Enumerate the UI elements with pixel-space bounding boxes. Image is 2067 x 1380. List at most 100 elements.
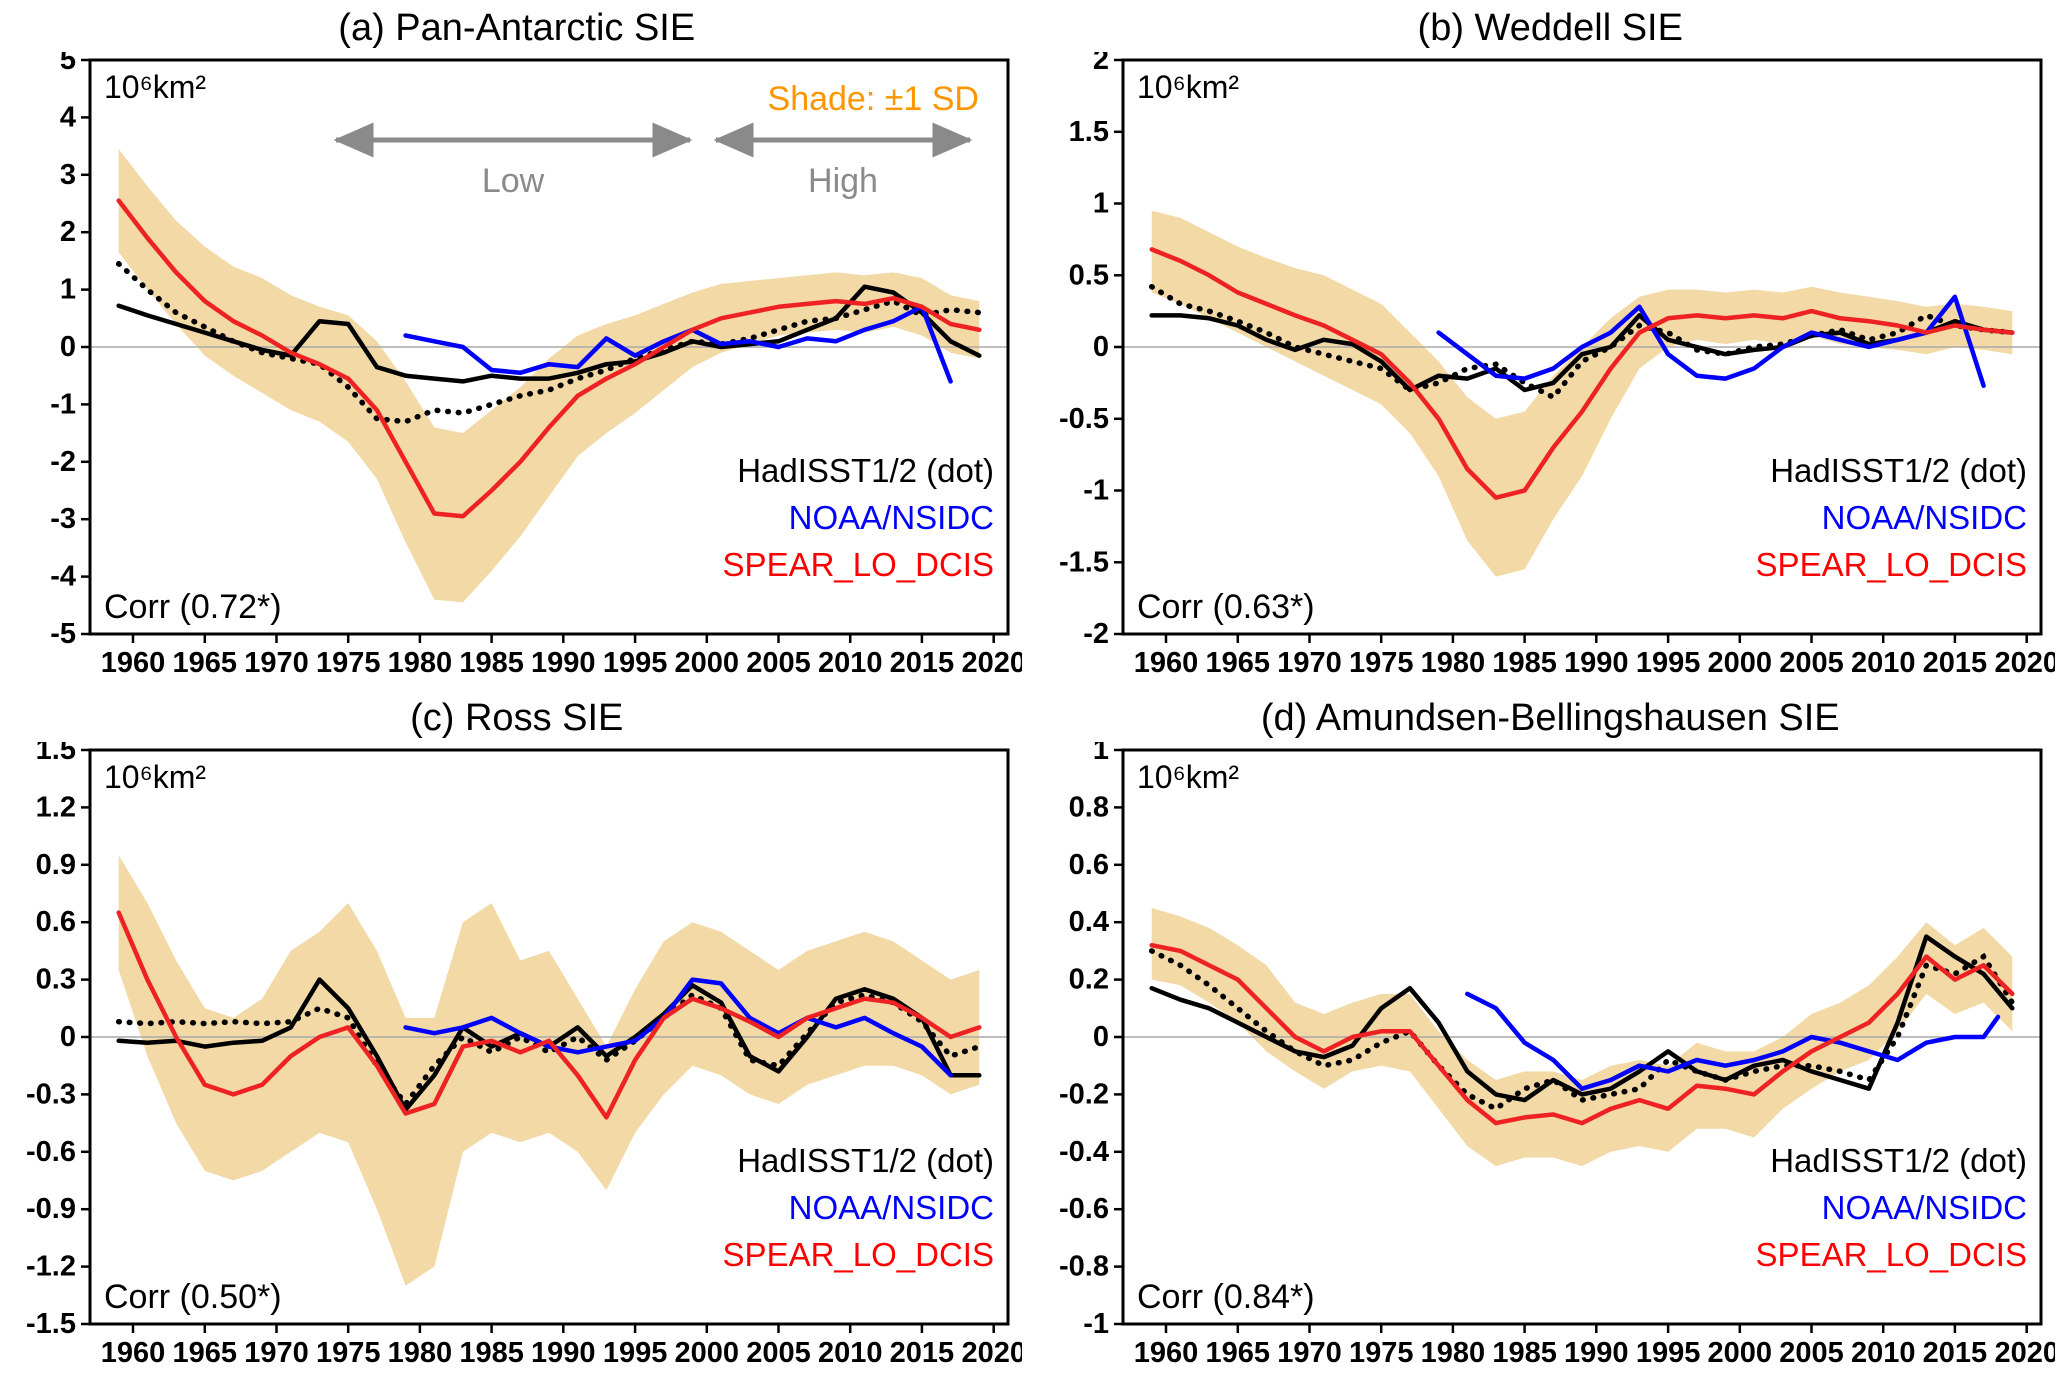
y-tick-label: 0.6 (1069, 849, 1109, 881)
x-tick-label: 2000 (674, 647, 739, 679)
y-axis-unit-label: 10⁶km² (104, 69, 206, 105)
x-tick-label: 1975 (1349, 1337, 1414, 1369)
y-tick-label: -2 (1083, 618, 1109, 650)
y-tick-label: 5 (60, 52, 76, 76)
low-range-label: Low (482, 162, 545, 200)
x-tick-label: 1975 (316, 1337, 381, 1369)
panel-b: (b) Weddell SIE -2 -1.5 -1 -0.5 0 0.5 1 1.5 2 196… (1034, 0, 2067, 690)
x-tick-label: 2015 (1923, 1337, 1988, 1369)
x-tick-label: 2000 (1708, 1337, 1773, 1369)
series-noaa_nsidc (403, 977, 953, 1078)
y-tick-label: -5 (50, 618, 76, 650)
x-tick-label: 1995 (1636, 1337, 1701, 1369)
x-tick-label: 1970 (1277, 1337, 1342, 1369)
x-tick-label: 2010 (1851, 647, 1916, 679)
y-tick-label: -3 (50, 503, 76, 535)
y-tick-label: 0.3 (35, 964, 75, 996)
x-tick-label: 1995 (603, 647, 668, 679)
x-tick-label: 2015 (889, 1337, 954, 1369)
legend-spear-lo-dcis: SPEAR_LO_DCIS (722, 546, 993, 583)
x-tick-label: 2020 (1995, 1337, 2056, 1369)
legend-noaa-nsidc: NOAA/NSIDC (788, 1189, 993, 1226)
x-tick-label: 2005 (1779, 1337, 1844, 1369)
y-tick-label: 2 (60, 216, 76, 248)
x-tick-label: 2020 (1995, 647, 2056, 679)
x-tick-label: 1985 (459, 647, 524, 679)
x-tick-label: 1995 (1636, 647, 1701, 679)
series-spear_lo_dcis (1149, 247, 2015, 500)
legend-hadisst: HadISST1/2 (dot) (1770, 452, 2027, 489)
y-tick-label: 3 (60, 159, 76, 191)
panel-c-title: (c) Ross SIE (410, 697, 624, 739)
series-hadisst1 (116, 284, 982, 384)
x-tick-label: 2000 (1708, 647, 1773, 679)
y-tick-label: 1.5 (1069, 116, 1109, 148)
x-tick-label: 1980 (387, 647, 452, 679)
x-tick-label: 1990 (531, 647, 596, 679)
x-tick-label: 1970 (1277, 647, 1342, 679)
sd-shading (1151, 210, 2013, 577)
x-tick-label: 1975 (1349, 647, 1414, 679)
y-tick-label: -0.9 (26, 1193, 76, 1225)
legend-spear-lo-dcis: SPEAR_LO_DCIS (1756, 546, 2027, 583)
series-spear_lo_dcis (1149, 942, 2015, 1126)
y-tick-label: -0.8 (1059, 1251, 1109, 1283)
corr-label: Corr (0.84*) (1137, 1278, 1315, 1316)
y-tick-label: -2 (50, 446, 76, 478)
chart-layer: -1.5 -1.2 -0.9 -0.6 -0.3 0 0.3 0.6 0.9 1.2 1.5 1960… (26, 742, 1022, 1369)
x-tick-label: 2015 (1923, 647, 1988, 679)
series-spear_lo_dcis (116, 910, 982, 1120)
corr-label: Corr (0.72*) (104, 588, 282, 626)
legend-hadisst: HadISST1/2 (dot) (737, 1142, 994, 1179)
x-tick-label: 1975 (316, 647, 381, 679)
legend-hadisst: HadISST1/2 (dot) (737, 452, 994, 489)
y-tick-label: 1.5 (35, 742, 75, 766)
y-tick-label: 0 (60, 331, 76, 363)
x-tick-label: 2010 (1851, 1337, 1916, 1369)
series-spear_lo_dcis (116, 198, 982, 519)
panel-a-title: (a) Pan-Antarctic SIE (338, 7, 696, 49)
sd-shading (118, 855, 980, 1286)
series-noaa_nsidc (1465, 991, 2001, 1091)
panel-a: (a) Pan-Antarctic SIE -5 -4 -3 -2 -1 0 1 2 3 4 5 19… (0, 0, 1034, 690)
x-tick-label: 1980 (1421, 1337, 1486, 1369)
y-tick-label: -0.6 (1059, 1193, 1109, 1225)
y-tick-label: 0.8 (1069, 791, 1109, 823)
y-tick-label: -1 (1083, 1308, 1109, 1340)
legend-noaa-nsidc: NOAA/NSIDC (788, 499, 993, 536)
x-tick-label: 1985 (1493, 647, 1558, 679)
x-tick-label: 2020 (961, 1337, 1022, 1369)
y-tick-label: -0.2 (1059, 1078, 1109, 1110)
y-axis-unit-label: 10⁶km² (104, 759, 206, 795)
y-tick-label: 0.2 (1069, 964, 1109, 996)
x-tick-label: 2020 (961, 647, 1022, 679)
panel-c: (c) Ross SIE -1.5 -1.2 -0.9 -0.6 -0.3 0 0.3 0.6… (0, 690, 1034, 1380)
panel-d: (d) Amundsen-Bellingshausen SIE -1 -0.8 -0… (1034, 690, 2067, 1380)
y-tick-label: -0.5 (1059, 403, 1109, 435)
y-tick-label: -4 (50, 561, 76, 593)
y-axis-unit-label: 10⁶km² (1137, 69, 1239, 105)
x-tick-label: 1985 (459, 1337, 524, 1369)
y-tick-label: 0.5 (1069, 259, 1109, 291)
y-tick-label: 0 (1093, 331, 1109, 363)
legend-noaa-nsidc: NOAA/NSIDC (1822, 499, 2027, 536)
x-tick-label: 2005 (1779, 647, 1844, 679)
y-tick-label: 0.6 (35, 906, 75, 938)
y-tick-label: 1.2 (35, 791, 75, 823)
x-tick-label: 1965 (172, 647, 237, 679)
x-tick-label: 1965 (1206, 1337, 1271, 1369)
panel-a-plot: -5 -4 -3 -2 -1 0 1 2 3 4 5 1960 1965 1970 1975 1980 1985… (50, 52, 1022, 679)
y-tick-label: -0.4 (1059, 1136, 1109, 1168)
shade-note-label: Shade: ±1 SD (767, 80, 978, 118)
x-tick-label: 1960 (100, 1337, 165, 1369)
panel-b-title: (b) Weddell SIE (1417, 7, 1683, 49)
y-tick-label: 1 (1093, 742, 1109, 766)
x-tick-label: 1965 (172, 1337, 237, 1369)
x-tick-label: 2005 (746, 1337, 811, 1369)
y-axis-unit-label: 10⁶km² (1137, 759, 1239, 795)
series-hadisst1 (1149, 313, 2015, 393)
sd-shading (118, 149, 980, 603)
